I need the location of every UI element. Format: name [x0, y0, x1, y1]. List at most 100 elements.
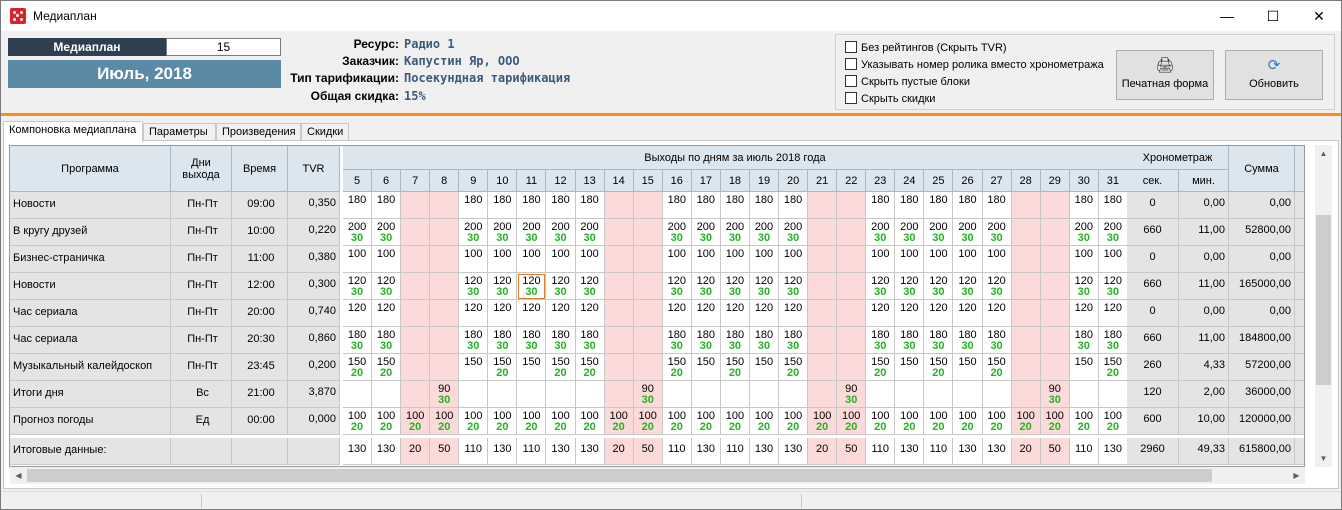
program-tvr[interactable]: 0,220 [288, 219, 340, 246]
day-cell[interactable] [691, 381, 721, 408]
day-cell[interactable]: 180 30 [662, 327, 692, 354]
day-header[interactable]: 31 [1098, 170, 1128, 192]
day-header[interactable]: 26 [953, 170, 983, 192]
day-cell[interactable]: 180 [546, 192, 576, 219]
maximize-icon[interactable]: ☐ [1266, 8, 1280, 24]
day-cell[interactable] [1011, 300, 1041, 327]
day-cell[interactable]: 180 [720, 192, 750, 219]
day-cell[interactable]: 100 20 [1069, 408, 1099, 435]
day-cell[interactable] [604, 273, 634, 300]
day-header[interactable]: 5 [343, 170, 373, 192]
day-cell[interactable] [430, 354, 460, 381]
day-cell[interactable] [546, 381, 576, 408]
day-cell[interactable] [401, 300, 431, 327]
mediaplan-grid[interactable]: Программа Дни выхода Время TVR Выходы по дням… [9, 145, 1305, 467]
tab-layout[interactable]: Компоновка медиаплана [3, 121, 143, 142]
day-cell[interactable] [837, 219, 867, 246]
day-cell[interactable]: 120 [546, 300, 576, 327]
program-name[interactable]: Итоги дня [10, 381, 171, 408]
day-cell[interactable]: 120 [982, 300, 1012, 327]
checkbox[interactable] [845, 75, 857, 87]
day-header[interactable]: 28 [1011, 170, 1041, 192]
day-cell[interactable]: 200 30 [866, 219, 896, 246]
day-cell[interactable] [749, 381, 780, 408]
day-cell[interactable]: 120 30 [924, 273, 954, 300]
day-cell[interactable] [808, 327, 838, 354]
day-cell[interactable] [604, 354, 634, 381]
day-cell[interactable]: 120 [691, 300, 721, 327]
scroll-down-icon[interactable]: ▼ [1319, 454, 1328, 463]
day-cell[interactable]: 100 [953, 246, 983, 273]
day-cell[interactable]: 100 [924, 246, 954, 273]
day-cell[interactable]: 90 30 [430, 381, 460, 408]
day-cell[interactable]: 180 30 [895, 327, 925, 354]
day-cell[interactable] [401, 381, 431, 408]
program-days[interactable]: Пн-Пт [171, 219, 232, 246]
day-cell[interactable]: 180 [1069, 192, 1099, 219]
day-header[interactable]: 11 [517, 170, 547, 192]
day-cell[interactable]: 180 30 [953, 327, 983, 354]
day-cell[interactable]: 100 [488, 246, 518, 273]
day-cell[interactable]: 180 [575, 192, 605, 219]
day-cell[interactable]: 180 30 [575, 327, 605, 354]
program-time[interactable]: 10:00 [232, 219, 288, 246]
day-header[interactable]: 23 [866, 170, 896, 192]
day-cell[interactable] [953, 381, 983, 408]
day-cell[interactable] [837, 192, 867, 219]
day-cell[interactable] [895, 381, 925, 408]
day-cell[interactable]: 150 20 [866, 354, 896, 381]
program-time[interactable]: 20:00 [232, 300, 288, 327]
day-cell[interactable]: 120 [662, 300, 692, 327]
option-hide-tvr[interactable]: Без рейтингов (Скрыть TVR) [845, 41, 1007, 56]
day-cell[interactable] [1011, 273, 1041, 300]
scroll-up-icon[interactable]: ▲ [1319, 149, 1328, 158]
day-cell[interactable]: 180 30 [982, 327, 1012, 354]
day-cell[interactable]: 100 20 [779, 408, 809, 435]
day-cell[interactable] [488, 381, 518, 408]
day-cell[interactable]: 180 [691, 192, 721, 219]
day-cell[interactable]: 100 [982, 246, 1012, 273]
day-cell[interactable]: 120 30 [779, 273, 809, 300]
day-cell[interactable]: 200 30 [720, 219, 750, 246]
day-cell[interactable]: 120 [343, 300, 373, 327]
day-cell[interactable]: 120 [720, 300, 750, 327]
day-cell[interactable]: 180 30 [720, 327, 750, 354]
day-cell[interactable]: 150 [749, 354, 780, 381]
day-cell[interactable]: 120 30 [691, 273, 721, 300]
column-header-days[interactable]: Дни выхода [171, 146, 232, 192]
day-cell[interactable]: 120 [372, 300, 402, 327]
day-cell[interactable]: 100 [662, 246, 692, 273]
day-header[interactable]: 22 [837, 170, 867, 192]
day-cell[interactable]: 180 [924, 192, 954, 219]
day-cell[interactable]: 100 20 [517, 408, 547, 435]
day-cell[interactable]: 180 [1098, 192, 1128, 219]
day-cell[interactable]: 100 20 [720, 408, 750, 435]
day-cell[interactable]: 100 [691, 246, 721, 273]
day-cell[interactable]: 100 [779, 246, 809, 273]
day-cell[interactable]: 180 30 [343, 327, 373, 354]
day-cell[interactable] [982, 381, 1012, 408]
day-cell[interactable] [1069, 381, 1099, 408]
day-cell[interactable] [343, 381, 373, 408]
column-header-sum[interactable]: Сумма [1229, 146, 1295, 192]
day-cell[interactable]: 100 20 [982, 408, 1012, 435]
day-cell[interactable]: 100 20 [808, 408, 838, 435]
day-cell[interactable] [1098, 381, 1128, 408]
day-cell[interactable] [1040, 219, 1070, 246]
program-name[interactable]: Час сериала [10, 300, 171, 327]
program-time[interactable]: 11:00 [232, 246, 288, 273]
day-cell[interactable]: 100 [720, 246, 750, 273]
day-cell[interactable]: 180 [895, 192, 925, 219]
tab-parameters[interactable]: Параметры [143, 123, 216, 141]
day-header[interactable]: 10 [488, 170, 518, 192]
option-hide-discounts[interactable]: Скрыть скидки [845, 92, 935, 107]
column-header-program[interactable]: Программа [10, 146, 171, 192]
day-cell[interactable]: 200 30 [749, 219, 780, 246]
program-days[interactable]: Пн-Пт [171, 246, 232, 273]
column-header-time[interactable]: Время [232, 146, 288, 192]
program-name[interactable]: Новости [10, 192, 171, 219]
day-cell[interactable] [1011, 192, 1041, 219]
day-cell[interactable]: 120 [488, 300, 518, 327]
day-cell[interactable]: 100 [575, 246, 605, 273]
day-cell[interactable]: 150 20 [343, 354, 373, 381]
